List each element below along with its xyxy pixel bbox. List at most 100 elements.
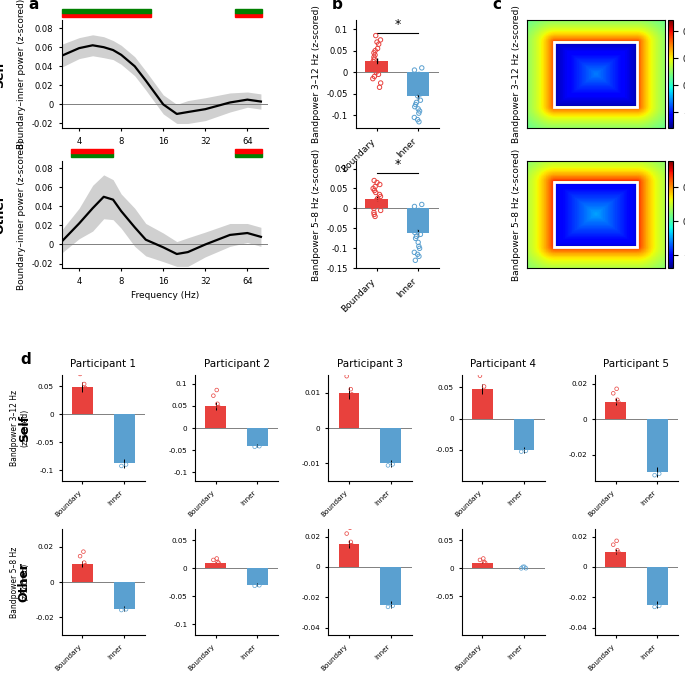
Bar: [365, 199, 388, 208]
Point: [612, 545, 623, 556]
Bar: [235, 153, 262, 157]
Point: [384, 589, 395, 600]
Point: [410, 233, 421, 244]
Point: [252, 574, 263, 585]
Point: [415, 95, 426, 106]
Point: [75, 369, 86, 380]
Text: c: c: [493, 0, 501, 12]
Point: [414, 106, 425, 117]
Point: [373, 195, 384, 206]
Bar: [247, 428, 268, 446]
Point: [372, 65, 383, 76]
Point: [345, 522, 356, 533]
Point: [519, 436, 530, 447]
Bar: [114, 414, 134, 463]
Point: [412, 114, 423, 125]
Point: [371, 195, 382, 206]
Point: [611, 383, 622, 394]
Point: [475, 370, 486, 381]
Point: [347, 540, 358, 550]
Point: [375, 34, 386, 45]
Point: [341, 371, 352, 382]
Point: [251, 436, 262, 447]
Point: [118, 445, 129, 456]
Point: [368, 56, 379, 67]
Point: [416, 62, 427, 73]
Point: [211, 553, 222, 564]
Point: [79, 382, 90, 393]
Text: Self: Self: [18, 415, 31, 442]
Point: [121, 459, 132, 470]
Point: [208, 555, 219, 566]
Point: [412, 249, 423, 260]
Y-axis label: Boundary–inner power (z-scored): Boundary–inner power (z-scored): [17, 139, 27, 290]
Point: [649, 470, 660, 481]
Bar: [235, 149, 262, 153]
Point: [371, 37, 382, 48]
Point: [370, 211, 381, 222]
Point: [116, 460, 127, 471]
Point: [413, 108, 424, 119]
Point: [649, 602, 660, 613]
Point: [375, 205, 386, 216]
Point: [412, 90, 423, 101]
Point: [521, 445, 532, 456]
Point: [410, 209, 421, 220]
Point: [411, 231, 422, 242]
Point: [384, 449, 395, 460]
Point: [516, 563, 527, 574]
Point: [478, 553, 489, 564]
Point: [373, 197, 384, 208]
Y-axis label: Bandpower 5–8 Hz (z-scored): Bandpower 5–8 Hz (z-scored): [512, 148, 521, 281]
Point: [478, 363, 489, 374]
Bar: [647, 419, 668, 473]
Point: [369, 175, 379, 186]
Bar: [407, 208, 429, 233]
Point: [371, 67, 382, 78]
Point: [118, 596, 129, 607]
Point: [386, 589, 397, 600]
Bar: [554, 182, 637, 247]
Point: [479, 557, 490, 568]
Point: [249, 441, 260, 452]
Point: [386, 448, 397, 459]
Point: [410, 255, 421, 266]
Point: [370, 181, 381, 192]
Point: [254, 580, 265, 591]
Point: [121, 604, 132, 615]
Point: [116, 604, 127, 615]
Bar: [606, 552, 626, 567]
Bar: [380, 428, 401, 464]
Point: [653, 468, 664, 479]
Point: [479, 385, 490, 396]
Point: [252, 435, 263, 446]
Y-axis label: Bandpower 3–12 Hz (z-scored): Bandpower 3–12 Hz (z-scored): [312, 5, 321, 143]
Point: [409, 112, 420, 123]
Point: [374, 82, 385, 93]
Point: [212, 398, 223, 409]
Y-axis label: Bandpower 3–12 Hz
(z-scored): Bandpower 3–12 Hz (z-scored): [10, 390, 29, 466]
Title: Participant 4: Participant 4: [470, 359, 536, 369]
Point: [415, 88, 426, 99]
Point: [414, 251, 425, 262]
Point: [516, 446, 527, 457]
Point: [409, 227, 420, 238]
Point: [372, 199, 383, 210]
Point: [409, 101, 420, 112]
Point: [375, 191, 386, 202]
Point: [345, 384, 356, 395]
Bar: [472, 389, 493, 419]
Point: [251, 575, 262, 586]
Text: *: *: [395, 158, 401, 171]
Point: [370, 45, 381, 56]
Bar: [647, 567, 668, 605]
Point: [369, 203, 379, 214]
Point: [409, 201, 420, 212]
Bar: [235, 13, 262, 17]
Point: [374, 189, 385, 200]
Point: [373, 39, 384, 50]
Point: [345, 362, 356, 373]
Point: [367, 201, 378, 212]
Text: d: d: [20, 352, 31, 367]
Point: [608, 539, 619, 550]
